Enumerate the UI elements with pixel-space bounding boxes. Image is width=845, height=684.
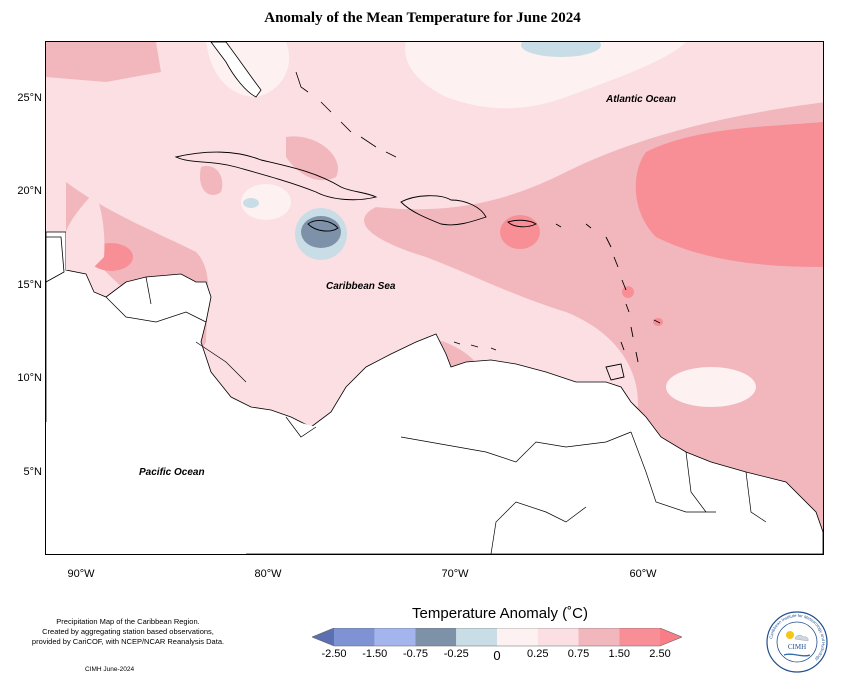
border-colombia-south (490, 501, 587, 554)
border-suriname (685, 451, 707, 513)
legend-swatch (578, 628, 620, 646)
landmass-lesser-antilles (555, 223, 661, 363)
border-central-america-2 (145, 276, 152, 305)
lon-tick-70: 70°W (441, 568, 469, 580)
lat-tick-10: 10°N (17, 372, 42, 384)
legend-title: Temperature Anomaly (˚C) (412, 605, 588, 622)
legend-tick-label: -2.50 (321, 648, 347, 660)
legend-tick-label: -1.50 (362, 648, 388, 660)
landmass-abc-trinidad (453, 341, 625, 381)
anomaly-cool-jamaica-inner (301, 216, 341, 248)
legend-tick-label: 0.75 (567, 648, 590, 660)
lon-tick-80: 80°W (254, 568, 282, 580)
legend-swatch (374, 628, 416, 646)
legend-swatch (334, 628, 375, 646)
lat-tick-25: 25°N (17, 92, 42, 104)
lon-tick-60: 60°W (629, 568, 657, 580)
lon-tick-90: 90°W (67, 568, 95, 580)
border-central-america-1 (105, 296, 207, 323)
anomaly-zone-north-atlantic (405, 42, 686, 109)
yucatan-peninsula-water-mask (66, 192, 105, 270)
anomaly-map-canvas (46, 42, 823, 554)
lat-tick-20: 20°N (17, 185, 42, 197)
legend-tick-label: -0.25 (443, 648, 469, 660)
legend-swatch (415, 628, 457, 646)
legend-swatch (456, 628, 497, 646)
caribbean-sea-label: Caribbean Sea (326, 281, 396, 292)
lat-tick-5: 5°N (23, 466, 42, 478)
lat-tick-15: 15°N (17, 279, 42, 291)
pacific-ocean-label: Pacific Ocean (139, 467, 205, 478)
map-credit: Precipitation Map of the Caribbean Regio… (8, 617, 248, 647)
anomaly-zone-cayman (241, 184, 291, 220)
legend-swatch (660, 628, 682, 646)
legend-swatch (312, 628, 334, 646)
border-colombia-venezuela (400, 431, 632, 463)
legend-tick-label: 0 (493, 648, 501, 663)
credit-line-3: provided by CariCOF, with NCEP/NCAR Rean… (31, 637, 225, 646)
border-french-guiana (745, 471, 767, 523)
atlantic-ocean-label: Atlantic Ocean (606, 94, 677, 105)
logo-acronym: CIMH (788, 643, 806, 651)
landmass-hispaniola (400, 195, 487, 226)
legend-tick-label: 2.50 (649, 648, 671, 660)
legend-swatch (497, 628, 538, 646)
anomaly-hotspot-atlantic (635, 122, 823, 267)
map-title: Anomaly of the Mean Temperature for June… (264, 10, 581, 26)
border-panama (285, 416, 317, 438)
anomaly-hotspot-lesser-antilles (622, 286, 634, 298)
anomaly-zone-small (200, 166, 223, 195)
wave-icon (783, 653, 811, 657)
landmass-cuba (174, 151, 378, 201)
landmass-florida (210, 42, 262, 98)
border-guyana (630, 431, 716, 513)
legend-colorbar (312, 628, 682, 647)
legend-tick-label: 0.25 (527, 648, 549, 660)
anomaly-zone-nw (46, 42, 161, 82)
credit-date: CIMH June-2024 (85, 666, 135, 673)
cimh-logo: CIMH Caribbean Institute for Meteorology… (766, 611, 828, 673)
credit-line-2: Created by aggregating station based obs… (42, 627, 214, 636)
anomaly-cool-cayman (243, 198, 259, 208)
pacific-coast-fill (46, 372, 316, 554)
anomaly-zone-guiana-offshore (666, 367, 756, 407)
landmass-puerto-rico (507, 219, 537, 228)
anomaly-map (45, 41, 824, 555)
sun-icon (786, 631, 794, 639)
legend-swatch (619, 628, 660, 646)
legend-swatch (537, 628, 579, 646)
legend-tick-label: 1.50 (608, 648, 630, 660)
credit-line-1: Precipitation Map of the Caribbean Regio… (56, 617, 200, 626)
border-central-america-3 (195, 341, 247, 383)
landmass-mexico (46, 236, 65, 283)
landmass-bahamas (295, 71, 397, 158)
legend-tick-label: -0.75 (402, 648, 429, 660)
cloud-icon (794, 635, 809, 642)
landmass-jamaica (307, 220, 339, 232)
anomaly-cool-north (521, 42, 601, 57)
